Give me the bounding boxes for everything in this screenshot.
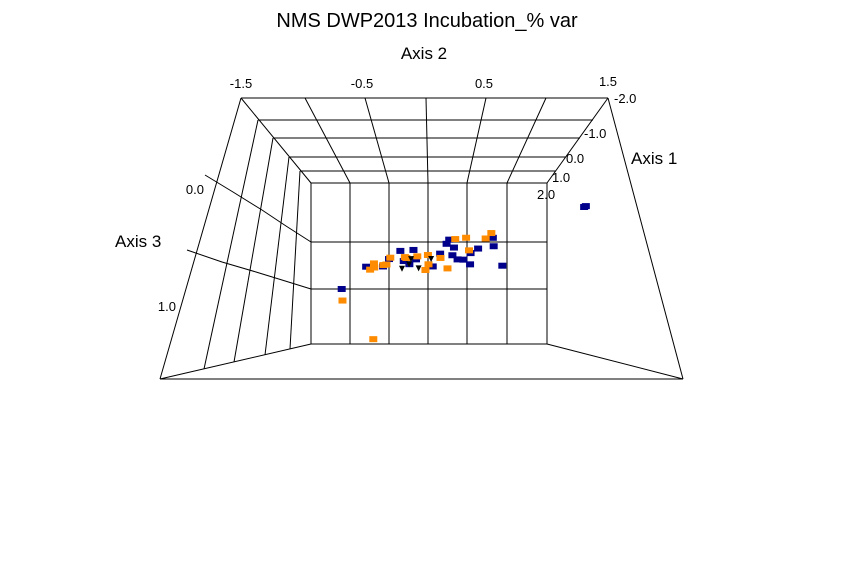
series-0-point-2	[466, 261, 475, 268]
series-1-point-12	[370, 264, 379, 271]
series-0-point-11	[489, 243, 498, 250]
series-1-point-15	[366, 266, 375, 273]
series-0-point-0	[337, 286, 346, 292]
chart-title: NMS DWP2013 Incubation_% var	[276, 10, 578, 32]
axis3-tick-label: 1.0	[158, 299, 176, 314]
series-1-point-2	[423, 252, 432, 258]
series-0-point-22	[488, 234, 497, 241]
series-0-point-10	[448, 252, 457, 259]
left-wall-edge	[159, 97, 242, 380]
left-wall-grid-line	[186, 249, 312, 290]
series-2-point-1	[428, 255, 435, 262]
series-1-point-14	[369, 260, 378, 267]
series-0-point-8	[581, 203, 590, 210]
axis1-tick-label: 2.0	[537, 187, 555, 202]
axis1-title: Axis 1	[631, 149, 677, 168]
axis2-tick-label: 1.5	[599, 74, 617, 89]
series-0-point-4	[445, 236, 454, 243]
chart-grid	[159, 97, 684, 380]
series-0-point-3	[498, 262, 507, 269]
series-1-point-20	[421, 267, 430, 273]
series-0-point-6	[409, 246, 418, 253]
series-1-point-17	[462, 234, 471, 241]
axis3-tick-labels: 0.0 1.0	[158, 182, 204, 314]
series-1-point-1	[386, 254, 395, 261]
series-0-point-15	[396, 247, 405, 254]
axis3-tick-label: 0.0	[186, 182, 204, 197]
floor-edge	[546, 343, 684, 380]
series-0-point-9	[459, 256, 468, 263]
left-wall-grid-line	[204, 174, 312, 243]
axis1-tick-label: -2.0	[614, 91, 636, 106]
series-0-point-23	[436, 250, 445, 257]
series-2-point-3	[408, 256, 415, 263]
series-0-point-5	[474, 245, 483, 252]
series-2-point-4	[399, 265, 406, 272]
axis1-tick-labels: -2.0 -1.0 0.0 1.0 2.0	[537, 91, 636, 202]
series-1-point-0	[338, 297, 347, 304]
top-plane-grid-line	[304, 97, 351, 184]
axis2-tick-label: -1.5	[230, 76, 252, 91]
axis1-tick-label: 0.0	[566, 151, 584, 166]
series-0-point-20	[399, 258, 408, 265]
series-0-point-16	[442, 240, 451, 247]
top-plane-edge	[546, 97, 609, 184]
back-wall	[310, 182, 548, 345]
axis2-tick-label: 0.5	[475, 76, 493, 91]
series-2-point-2	[415, 265, 422, 272]
top-plane-grid-line	[466, 97, 487, 184]
top-plane-edge	[240, 97, 312, 184]
series-1-point-9	[402, 255, 411, 261]
axis3-title: Axis 3	[115, 232, 161, 251]
series-1-point-16	[465, 247, 473, 254]
axis2-title: Axis 2	[401, 44, 447, 63]
axis1-tick-label: -1.0	[584, 126, 606, 141]
series-1-point-10	[413, 253, 422, 260]
left-wall-grid-line	[289, 170, 301, 350]
series-0-point-12	[453, 256, 462, 263]
axis2-tick-label: -0.5	[351, 76, 373, 91]
series-2-point-0	[406, 261, 413, 268]
series-0-point-1	[428, 263, 437, 270]
series-1-point-8	[379, 262, 388, 269]
axis2-tick-labels: -1.5 -0.5 0.5 1.5	[230, 74, 617, 91]
axis1-tick-label: 1.0	[552, 170, 570, 185]
series-1-point-5	[443, 265, 452, 272]
series-0-point-17	[449, 244, 458, 251]
series-1-point-11	[424, 261, 433, 268]
right-wall-edge	[607, 97, 684, 380]
top-plane-grid-line	[364, 97, 390, 184]
series-1-point-18	[481, 235, 490, 242]
left-wall-edge	[159, 343, 312, 380]
series-1-point-7	[451, 236, 460, 243]
data-points	[337, 203, 590, 343]
left-wall-grid-line	[264, 156, 290, 356]
left-wall-grid-line	[203, 119, 259, 370]
top-plane-grid-line	[506, 97, 547, 184]
series-1-point-13	[369, 336, 378, 343]
left-wall-grid-line	[233, 137, 274, 363]
series-1-point-6	[436, 254, 445, 261]
series-1-point-19	[487, 230, 496, 237]
top-plane-grid-line	[425, 97, 429, 184]
